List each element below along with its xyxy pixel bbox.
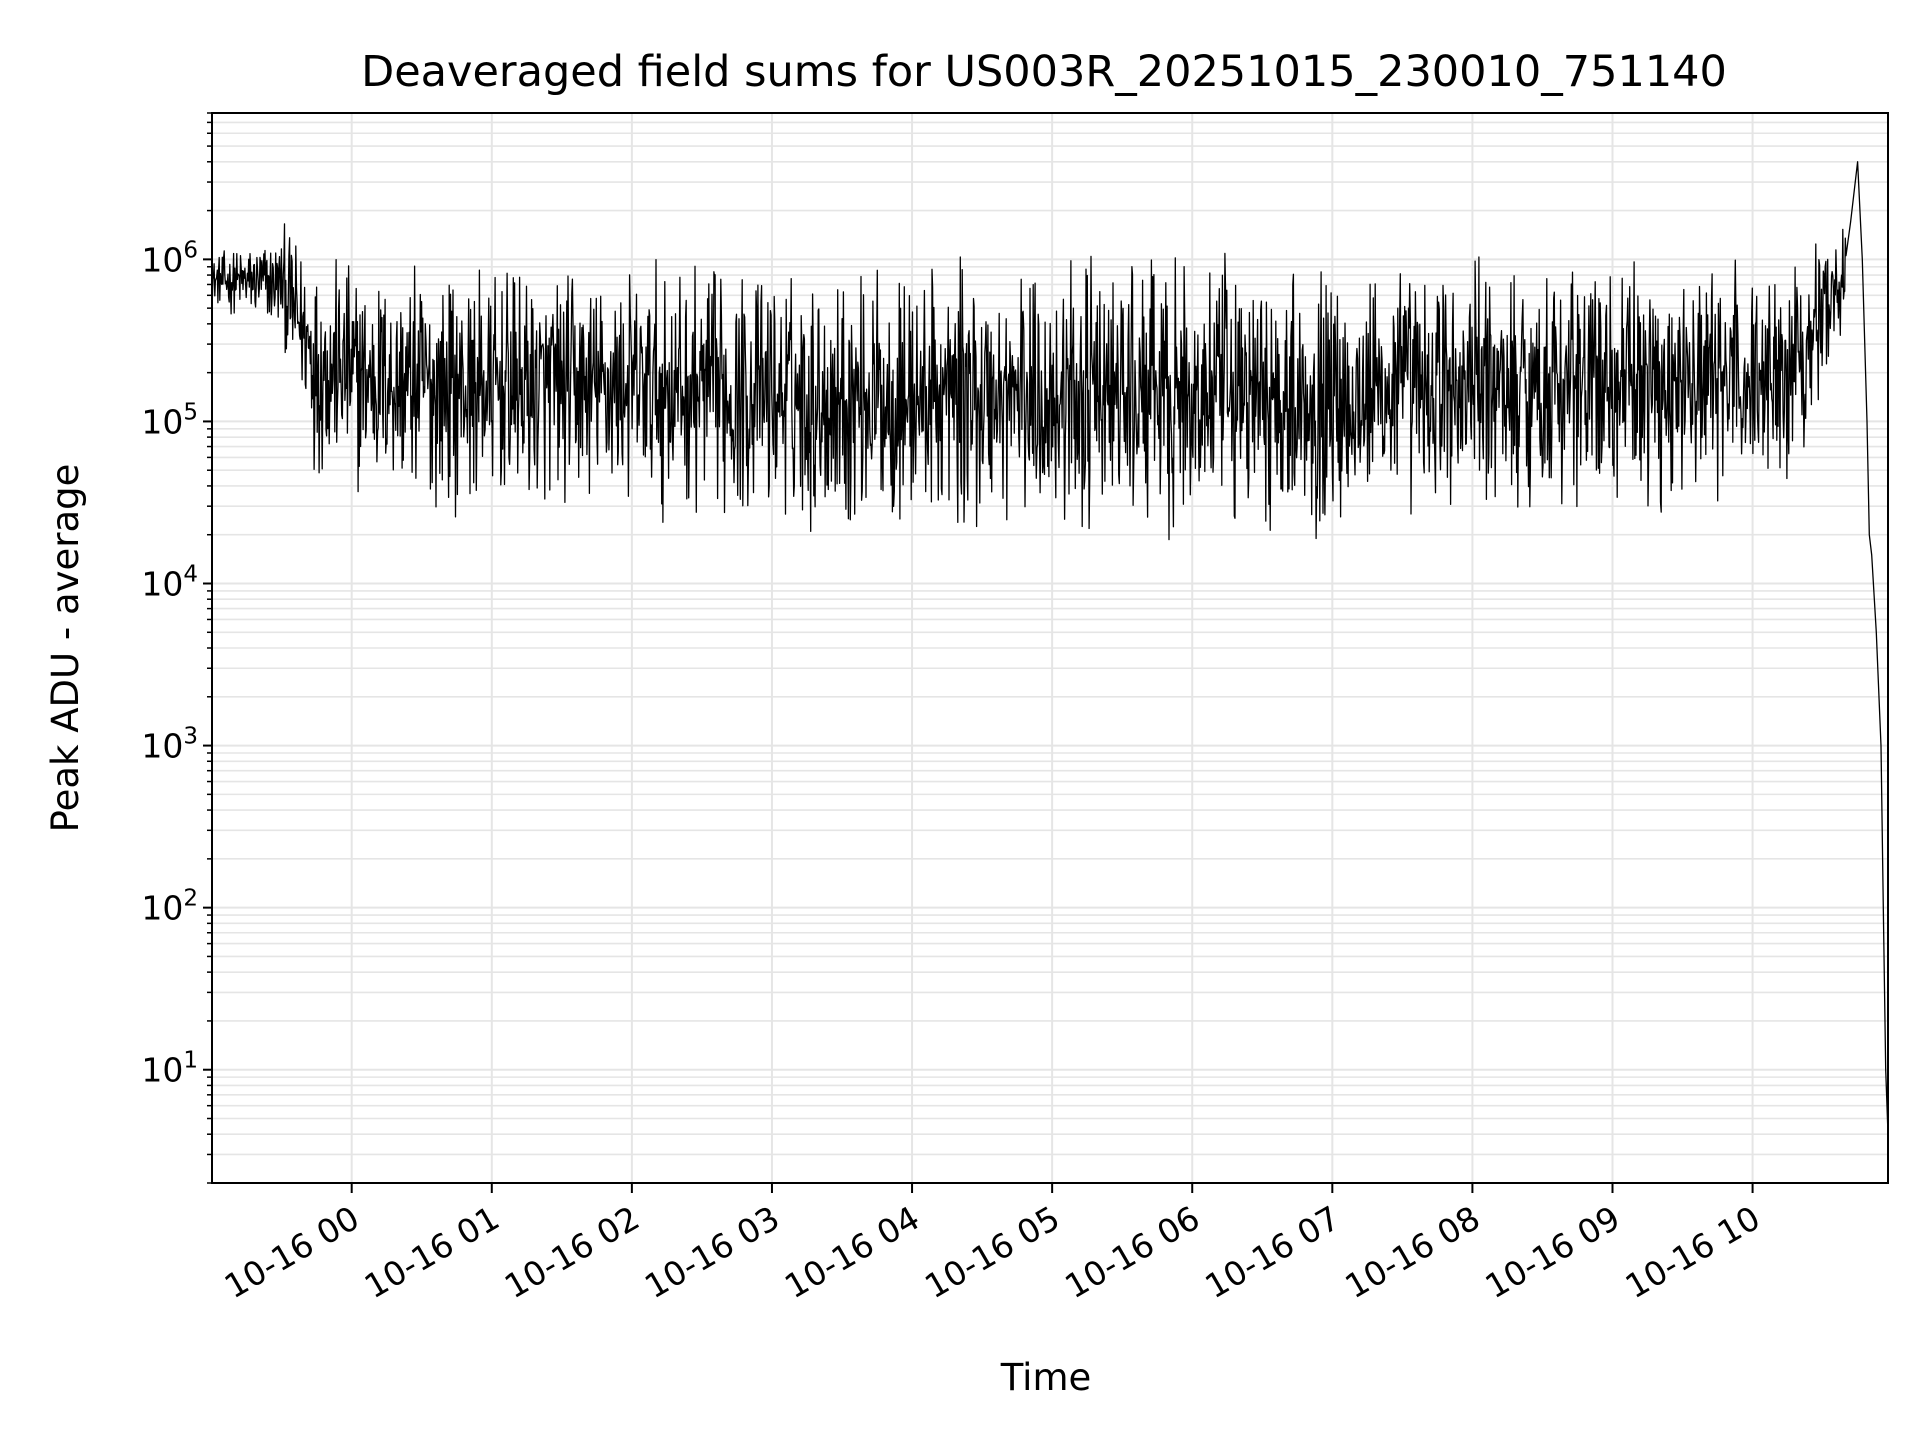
y-tick-label: 104 (141, 562, 198, 604)
y-tick-label: 102 (141, 886, 198, 928)
y-tick-label: 105 (141, 399, 198, 441)
y-axis: 101 102 103 104 105 106 (141, 112, 212, 1184)
chart-title: Deaveraged field sums for US003R_2025101… (361, 47, 1727, 97)
series-line (211, 161, 1889, 1135)
y-tick-label: 106 (141, 237, 198, 279)
y-axis-label: Peak ADU - average (44, 464, 87, 833)
y-tick-label: 101 (141, 1048, 198, 1090)
data-layer (211, 161, 1889, 1135)
x-axis-label: Time (1000, 1356, 1092, 1399)
y-tick-label: 103 (141, 724, 198, 766)
